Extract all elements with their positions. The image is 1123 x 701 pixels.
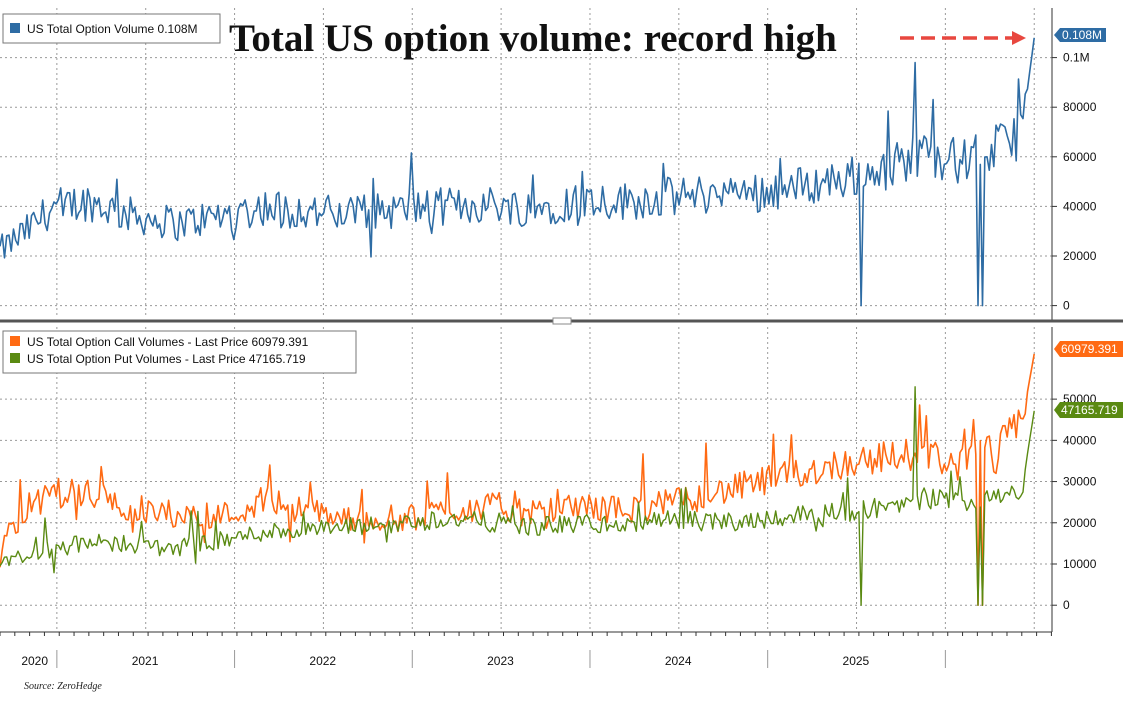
bottom-panel-series: [0, 353, 1035, 606]
put-volume-swatch: [10, 353, 20, 363]
y-tick-label: 80000: [1063, 100, 1097, 114]
y-tick-label: 20000: [1063, 516, 1097, 530]
record-arrow: [900, 31, 1026, 45]
call-volume-legend-label: US Total Option Call Volumes - Last Pric…: [27, 335, 309, 349]
total-badge-label: 0.108M: [1062, 28, 1102, 42]
x-tick-label: 2021: [132, 654, 159, 668]
y-tick-label: 40000: [1063, 199, 1097, 213]
put-last-value-badge: 47165.719: [1054, 402, 1123, 418]
source-note: Source: ZeroHedge: [24, 681, 102, 692]
call-volume-line: [0, 353, 1035, 606]
total-last-value-badge: 0.108M: [1054, 28, 1106, 42]
put-volume-legend-label: US Total Option Put Volumes - Last Price…: [27, 352, 306, 366]
x-tick-label: 2022: [309, 654, 336, 668]
total-volume-legend-label: US Total Option Volume 0.108M: [27, 22, 198, 36]
bottom-legend-box: [2, 330, 357, 374]
top-y-tick-labels: 0 20000 40000 60000 80000 0.1M: [1052, 51, 1097, 313]
call-badge-label: 60979.391: [1061, 342, 1118, 356]
y-tick-label: 0.1M: [1063, 51, 1090, 65]
divider-handle[interactable]: [552, 317, 572, 325]
y-tick-label: 40000: [1063, 433, 1097, 447]
x-tick-label: 2020: [21, 654, 48, 668]
call-volume-swatch: [10, 336, 20, 346]
top-legend-box: [2, 13, 221, 44]
bottom-legend: US Total Option Call Volumes - Last Pric…: [2, 330, 357, 374]
total-badge-shape: [1054, 28, 1106, 42]
total-volume-swatch: [10, 23, 20, 33]
x-axis-ticks: 2020 2021 2022 2023 2024 2025: [0, 632, 1052, 668]
x-tick-label: 2025: [843, 654, 870, 668]
record-arrow-head: [1012, 31, 1026, 45]
total-volume-line: [0, 37, 1035, 307]
x-tick-label: 2023: [487, 654, 514, 668]
put-badge-label: 47165.719: [1061, 403, 1118, 417]
top-legend: US Total Option Volume 0.108M: [2, 13, 221, 44]
put-volume-line: [0, 386, 1035, 606]
put-badge-shape: [1054, 402, 1123, 418]
y-tick-label: 30000: [1063, 475, 1097, 489]
y-tick-label: 20000: [1063, 249, 1097, 263]
top-panel-series: [0, 37, 1035, 307]
y-tick-label: 0: [1063, 598, 1070, 612]
y-tick-label: 10000: [1063, 557, 1097, 571]
y-tick-label: 60000: [1063, 150, 1097, 164]
call-badge-shape: [1054, 341, 1123, 357]
call-last-value-badge: 60979.391: [1054, 341, 1123, 357]
x-tick-label: 2024: [665, 654, 692, 668]
top-panel-grid: [0, 8, 1052, 318]
chart-title: Total US option volume: record high: [229, 17, 837, 60]
y-tick-label: 0: [1063, 299, 1070, 313]
